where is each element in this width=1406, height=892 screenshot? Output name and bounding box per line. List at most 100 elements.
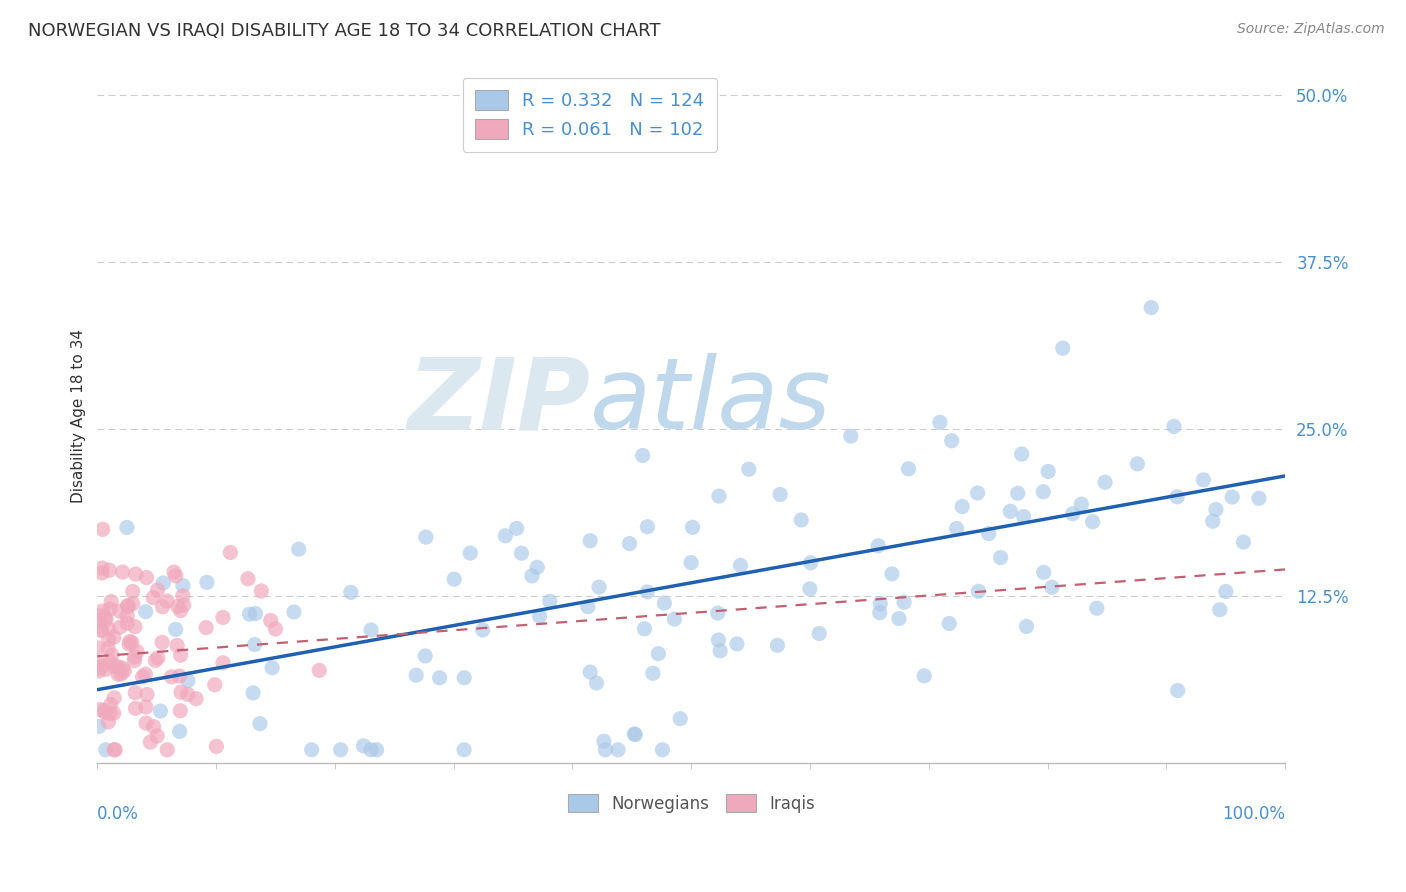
Point: [505, 521, 527, 535]
Point: [636, 520, 658, 534]
Point: [707, 489, 730, 503]
Point: [245, 607, 267, 621]
Point: [89, 614, 111, 628]
Text: atlas: atlas: [591, 353, 832, 450]
Point: [366, 743, 388, 757]
Point: [766, 638, 789, 652]
Point: [108, 604, 131, 618]
Point: [149, 704, 172, 718]
Point: [121, 584, 143, 599]
Point: [91, 566, 114, 580]
Point: [1140, 301, 1163, 315]
Point: [413, 648, 436, 663]
Point: [1167, 683, 1189, 698]
Point: [170, 648, 193, 662]
Point: [494, 529, 516, 543]
Point: [156, 594, 179, 608]
Point: [360, 743, 382, 757]
Point: [538, 594, 561, 608]
Point: [160, 670, 183, 684]
Point: [631, 449, 654, 463]
Point: [458, 546, 481, 560]
Point: [131, 670, 153, 684]
Point: [887, 612, 910, 626]
Point: [236, 572, 259, 586]
Point: [108, 620, 131, 634]
Point: [86, 661, 108, 675]
Point: [165, 623, 187, 637]
Point: [1215, 584, 1237, 599]
Point: [134, 667, 156, 681]
Point: [94, 612, 117, 626]
Point: [146, 650, 169, 665]
Point: [1032, 566, 1054, 580]
Point: [184, 691, 207, 706]
Point: [529, 609, 551, 624]
Point: [869, 597, 891, 611]
Point: [243, 638, 266, 652]
Point: [799, 582, 821, 596]
Point: [212, 656, 235, 670]
Point: [169, 669, 191, 683]
Point: [579, 665, 602, 679]
Point: [966, 486, 988, 500]
Point: [101, 648, 124, 662]
Point: [242, 686, 264, 700]
Point: [107, 667, 129, 681]
Point: [1163, 419, 1185, 434]
Point: [249, 716, 271, 731]
Point: [124, 620, 146, 634]
Point: [1205, 502, 1227, 516]
Point: [262, 661, 284, 675]
Point: [115, 608, 138, 623]
Point: [135, 700, 157, 714]
Point: [169, 724, 191, 739]
Point: [124, 686, 146, 700]
Point: [360, 623, 382, 637]
Point: [172, 589, 194, 603]
Point: [212, 610, 235, 624]
Point: [329, 743, 352, 757]
Point: [163, 565, 186, 579]
Point: [405, 668, 427, 682]
Point: [790, 513, 813, 527]
Point: [510, 546, 533, 560]
Point: [800, 556, 823, 570]
Point: [89, 608, 111, 623]
Point: [429, 671, 451, 685]
Point: [647, 647, 669, 661]
Point: [124, 649, 146, 664]
Point: [623, 727, 645, 741]
Point: [607, 743, 630, 757]
Point: [98, 706, 121, 720]
Point: [97, 632, 120, 647]
Point: [453, 671, 475, 685]
Point: [585, 676, 607, 690]
Point: [103, 706, 125, 720]
Point: [195, 575, 218, 590]
Point: [808, 626, 831, 640]
Point: [87, 656, 110, 670]
Point: [1209, 603, 1232, 617]
Point: [142, 720, 165, 734]
Point: [633, 622, 655, 636]
Point: [287, 542, 309, 557]
Y-axis label: Disability Age 18 to 34: Disability Age 18 to 34: [72, 329, 86, 503]
Text: 0.0%: 0.0%: [97, 805, 139, 822]
Point: [97, 641, 120, 656]
Point: [94, 743, 117, 757]
Point: [353, 739, 375, 753]
Point: [664, 612, 686, 626]
Point: [103, 690, 125, 705]
Point: [91, 659, 114, 673]
Point: [169, 704, 191, 718]
Point: [250, 584, 273, 599]
Point: [839, 429, 862, 443]
Point: [118, 634, 141, 648]
Point: [94, 706, 117, 720]
Text: Source: ZipAtlas.com: Source: ZipAtlas.com: [1237, 22, 1385, 37]
Point: [1070, 497, 1092, 511]
Point: [990, 550, 1012, 565]
Point: [97, 714, 120, 729]
Point: [169, 604, 191, 618]
